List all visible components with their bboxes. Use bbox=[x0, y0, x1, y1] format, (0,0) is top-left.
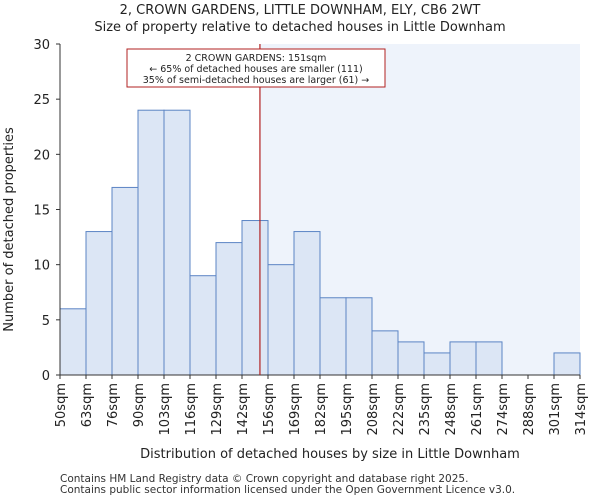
histogram-bar bbox=[345, 297, 373, 376]
x-axis-label: Distribution of detached houses by size … bbox=[140, 447, 520, 462]
x-tick-label: 261sqm bbox=[470, 383, 485, 436]
y-tick-label: 15 bbox=[33, 204, 50, 219]
x-tick-label: 301sqm bbox=[548, 383, 563, 436]
histogram-bar bbox=[241, 220, 269, 376]
histogram-bar bbox=[137, 109, 165, 376]
x-tick-label: 248sqm bbox=[444, 383, 459, 436]
x-tick-label: 222sqm bbox=[392, 383, 407, 436]
chart-title: 2, CROWN GARDENS, LITTLE DOWNHAM, ELY, C… bbox=[119, 3, 481, 18]
x-tick-label: 274sqm bbox=[496, 383, 511, 436]
y-tick-label: 30 bbox=[33, 38, 50, 53]
x-tick-label: 50sqm bbox=[54, 383, 69, 427]
x-tick-label: 288sqm bbox=[522, 383, 537, 436]
histogram-bar bbox=[397, 341, 425, 376]
x-tick-label: 156sqm bbox=[262, 383, 277, 436]
x-tick-label: 182sqm bbox=[314, 383, 329, 436]
y-axis-label: Number of detached properties bbox=[2, 127, 17, 332]
x-tick-label: 103sqm bbox=[158, 383, 173, 436]
footer-line-2: Contains public sector information licen… bbox=[60, 484, 516, 496]
annotation-box bbox=[126, 48, 386, 88]
x-tick-label: 208sqm bbox=[366, 383, 381, 436]
x-tick-label: 235sqm bbox=[418, 383, 433, 436]
footer-line-1: Contains HM Land Registry data © Crown c… bbox=[60, 473, 469, 485]
histogram-bar bbox=[85, 231, 113, 376]
histogram-chart: 0 5 10 15 20 25 30 50sqm 63sqm 76sqm 90sqm 103sqm 11… bbox=[2, 38, 589, 462]
histogram-bar bbox=[475, 341, 503, 376]
histogram-bar bbox=[59, 308, 87, 376]
x-tick-label: 76sqm bbox=[106, 383, 121, 427]
annotation-text: ← 65% of detached houses are smaller (11… bbox=[149, 64, 362, 75]
x-tick-label: 169sqm bbox=[288, 383, 303, 436]
y-tick-label: 0 bbox=[42, 369, 50, 384]
y-tick-label: 20 bbox=[33, 148, 50, 163]
y-tick-label: 5 bbox=[42, 314, 50, 329]
chart-subtitle: Size of property relative to detached ho… bbox=[94, 20, 506, 35]
histogram-bar bbox=[189, 275, 217, 376]
histogram-bar bbox=[553, 352, 581, 376]
histogram-bar bbox=[423, 352, 451, 376]
x-tick-label: 63sqm bbox=[80, 383, 95, 427]
x-tick-label: 314sqm bbox=[574, 383, 589, 436]
x-tick-label: 195sqm bbox=[340, 383, 355, 436]
histogram-bar bbox=[215, 242, 243, 376]
x-tick-label: 129sqm bbox=[210, 383, 225, 436]
histogram-bar bbox=[371, 330, 399, 376]
y-tick-label: 10 bbox=[33, 259, 50, 274]
histogram-bar bbox=[163, 109, 191, 376]
x-tick-label: 90sqm bbox=[132, 383, 147, 427]
y-tick-label: 25 bbox=[33, 93, 50, 108]
histogram-bar bbox=[319, 297, 347, 376]
histogram-bar bbox=[267, 264, 295, 376]
annotation-text: 2 CROWN GARDENS: 151sqm bbox=[186, 53, 327, 64]
annotation-text: 35% of semi-detached houses are larger (… bbox=[143, 75, 370, 86]
histogram-bar bbox=[449, 341, 477, 376]
histogram-bar bbox=[111, 186, 139, 376]
x-tick-label: 142sqm bbox=[236, 383, 251, 436]
histogram-bar bbox=[293, 231, 321, 376]
x-tick-label: 116sqm bbox=[184, 383, 199, 436]
